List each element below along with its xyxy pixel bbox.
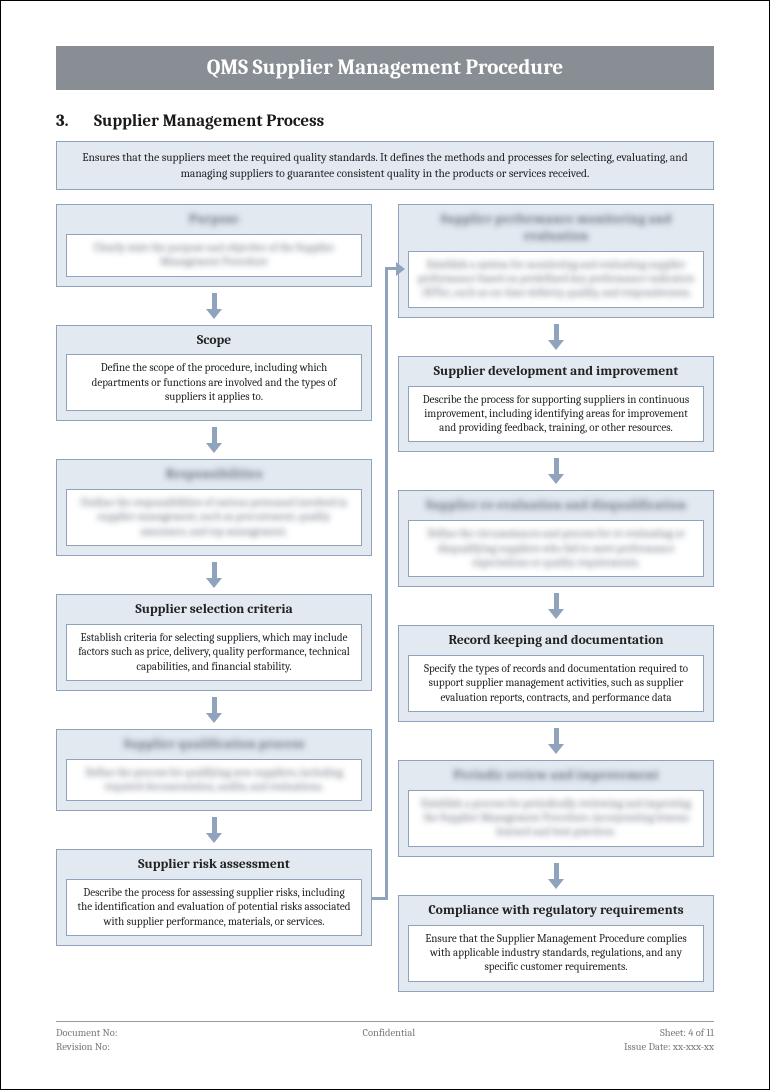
flow-box-title: Supplier qualification process: [66, 737, 362, 754]
arrow-right-icon: [396, 262, 405, 276]
arrow-down-icon: [206, 817, 222, 843]
flow-box-title: Supplier re-evaluation and disqualificat…: [408, 498, 704, 515]
arrow-down-icon: [548, 863, 564, 889]
flow-box: Compliance with regulatory requirements E…: [398, 895, 714, 992]
flow-box: Supplier re-evaluation and disqualificat…: [398, 490, 714, 587]
flow-box-title: Supplier development and improvement: [408, 364, 704, 381]
flow-box-body: Clearly state the purpose and objective …: [66, 234, 362, 277]
flow-box-body: Define the process for qualifying new su…: [66, 759, 362, 802]
flow-box: Supplier performance monitoring and eval…: [398, 204, 714, 318]
flow-column-left: Purpose Clearly state the purpose and obj…: [56, 204, 372, 991]
section-intro-text: Ensures that the suppliers meet the requ…: [82, 151, 687, 180]
flow-box-body: Define the scope of the procedure, inclu…: [66, 354, 362, 411]
flow-box: Supplier qualification process Define the…: [56, 729, 372, 811]
flow-box-title: Scope: [66, 333, 362, 350]
flow-box: Responsibilities Outline the responsibili…: [56, 459, 372, 556]
flow-box-body: Specify the types of records and documen…: [408, 655, 704, 712]
arrow-down-icon: [206, 293, 222, 319]
arrow-down-icon: [548, 324, 564, 350]
flow-box-title: Periodic review and improvement: [408, 768, 704, 785]
flow-box-title: Compliance with regulatory requirements: [408, 903, 704, 920]
arrow-down-icon: [206, 562, 222, 588]
flow-box: Record keeping and documentation Specify …: [398, 625, 714, 722]
flow-column-right: Supplier performance monitoring and eval…: [398, 204, 714, 991]
flow-connector: [385, 267, 396, 898]
flow-box-body: Define the circumstances and process for…: [408, 520, 704, 577]
document-page: QMS Supplier Management Procedure 3.Supp…: [1, 1, 769, 992]
footer-confidential: Confidential: [363, 1026, 416, 1041]
flow-box-body: Ensure that the Supplier Management Proc…: [408, 925, 704, 982]
section-intro-box: Ensures that the suppliers meet the requ…: [56, 141, 714, 190]
flow-box-body: Establish criteria for selecting supplie…: [66, 624, 362, 681]
page-footer: Document No: Confidential Sheet: 4 of 11…: [56, 1021, 714, 1055]
flow-box-body: Establish a system for monitoring and ev…: [408, 251, 704, 308]
section-number: 3.: [56, 112, 94, 131]
flow-box-title: Purpose: [66, 212, 362, 229]
flow-box-title: Supplier selection criteria: [66, 602, 362, 619]
flow-box: Supplier risk assessment Describe the pro…: [56, 849, 372, 946]
flow-box-title: Record keeping and documentation: [408, 633, 704, 650]
page-title: QMS Supplier Management Procedure: [207, 56, 563, 80]
flow-box-body: Establish a process for periodically rev…: [408, 790, 704, 847]
flow-box-title: Responsibilities: [66, 467, 362, 484]
arrow-down-icon: [548, 728, 564, 754]
flow-box: Supplier development and improvement Desc…: [398, 356, 714, 453]
footer-sheet: Sheet: 4 of 11: [660, 1026, 714, 1041]
flow-box-body: Describe the process for assessing suppl…: [66, 879, 362, 936]
flow-box: Periodic review and improvement Establish…: [398, 760, 714, 857]
flow-box: Scope Define the scope of the procedure, …: [56, 325, 372, 422]
arrow-down-icon: [548, 458, 564, 484]
section-heading: 3.Supplier Management Process: [56, 112, 714, 131]
arrow-down-icon: [548, 593, 564, 619]
footer-doc-no: Document No:: [56, 1026, 118, 1041]
flowchart: Purpose Clearly state the purpose and obj…: [56, 204, 714, 991]
section-title: Supplier Management Process: [94, 112, 324, 131]
flow-connector-stub: [372, 897, 388, 900]
footer-issue-date: Issue Date: xx-xxx-xx: [624, 1040, 714, 1055]
flow-box: Purpose Clearly state the purpose and obj…: [56, 204, 372, 286]
flow-box-title: Supplier risk assessment: [66, 857, 362, 874]
arrow-down-icon: [206, 697, 222, 723]
flow-box-body: Describe the process for supporting supp…: [408, 386, 704, 443]
arrow-down-icon: [206, 427, 222, 453]
flow-box-title: Supplier performance monitoring and eval…: [408, 212, 704, 246]
flow-box-body: Outline the responsibilities of various …: [66, 489, 362, 546]
footer-rev-no: Revision No:: [56, 1040, 110, 1055]
flow-box: Supplier selection criteria Establish cri…: [56, 594, 372, 691]
page-title-bar: QMS Supplier Management Procedure: [56, 46, 714, 90]
